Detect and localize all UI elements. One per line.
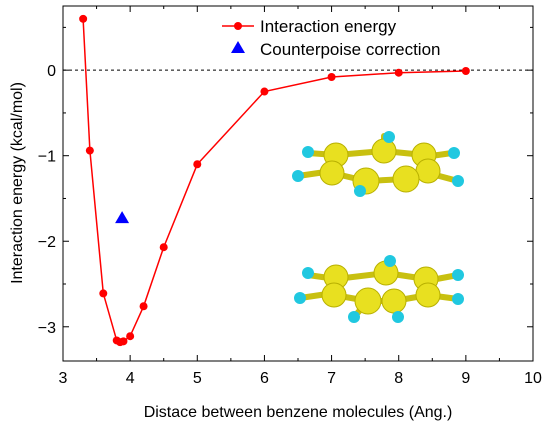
benzene-molecule-lower xyxy=(294,255,464,323)
interaction-energy-point xyxy=(99,289,108,298)
x-tick-label: 8 xyxy=(394,370,403,387)
interaction-energy-point xyxy=(126,332,135,341)
y-axis-tick-labels: 0 −1 −2 −3 xyxy=(38,63,56,337)
x-axis-ticks xyxy=(62,6,534,361)
interaction-energy-point xyxy=(461,67,470,76)
interaction-energy-point xyxy=(119,337,128,346)
interaction-energy-point xyxy=(159,243,168,252)
interaction-energy-point xyxy=(139,302,148,311)
interaction-energy-line xyxy=(82,18,466,343)
legend-marker-interaction-energy xyxy=(234,22,242,30)
x-axis-title: Distace between benzene molecules (Ang.) xyxy=(144,404,453,421)
y-tick-label: −3 xyxy=(38,320,56,337)
x-tick-label: 10 xyxy=(524,370,542,387)
legend-label-interaction-energy: Interaction energy xyxy=(260,17,397,36)
x-axis-tick-labels: 3 4 5 6 7 8 9 10 xyxy=(59,370,542,387)
x-tick-label: 5 xyxy=(193,370,202,387)
counterpoise-correction-point xyxy=(115,211,130,224)
interaction-energy-point xyxy=(260,87,269,96)
interaction-energy-point xyxy=(394,68,403,77)
series-layer xyxy=(79,14,470,347)
interaction-energy-point xyxy=(79,14,88,23)
legend-marker-counterpoise-correction xyxy=(231,41,245,53)
y-tick-label: −1 xyxy=(38,149,56,166)
interaction-energy-point xyxy=(327,73,336,81)
y-tick-label: 0 xyxy=(47,63,56,80)
legend-label-counterpoise-correction: Counterpoise correction xyxy=(260,40,440,59)
interaction-energy-point xyxy=(193,160,202,169)
x-tick-label: 7 xyxy=(327,370,336,387)
x-tick-label: 4 xyxy=(126,370,135,387)
legend: Interaction energy Counterpoise correcti… xyxy=(222,17,440,59)
interaction-energy-point xyxy=(85,146,94,155)
benzene-molecule-upper xyxy=(292,131,464,197)
x-tick-label: 3 xyxy=(59,370,68,387)
benzene-dimer-inset xyxy=(292,131,464,323)
y-axis-ticks xyxy=(63,26,533,328)
y-axis-title: Interaction energy (kcal/mol) xyxy=(9,82,26,284)
x-tick-label: 6 xyxy=(260,370,269,387)
y-tick-label: −2 xyxy=(38,234,56,251)
x-tick-label: 9 xyxy=(461,370,470,387)
